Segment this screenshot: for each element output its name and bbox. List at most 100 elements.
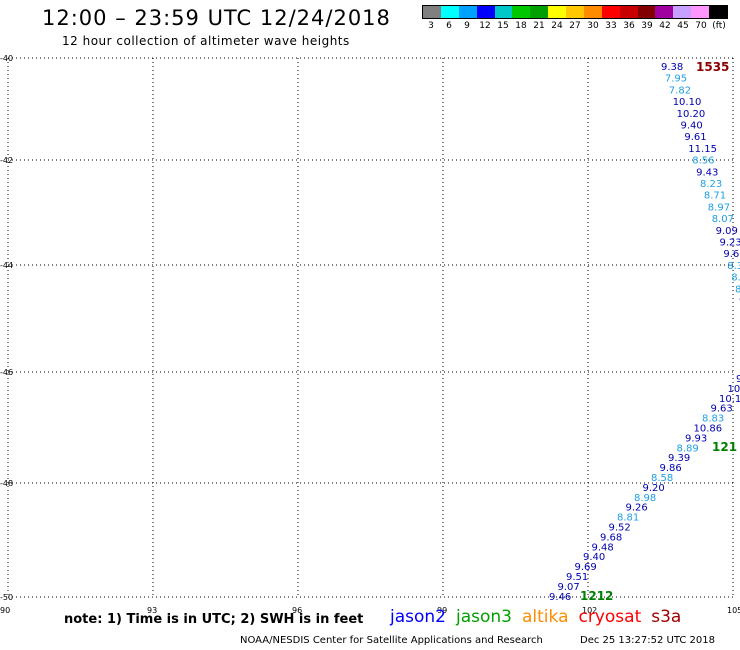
- legend-label: 9: [464, 21, 470, 31]
- legend-swatch: [494, 6, 513, 18]
- lat-label: -48: [0, 479, 13, 488]
- legend-swatch: [583, 6, 602, 18]
- wave-height-value: 8.3: [727, 261, 740, 272]
- legend-label: 3: [428, 21, 434, 31]
- wave-height-value: 8.07: [712, 214, 734, 225]
- lat-label: -46: [0, 368, 13, 377]
- wave-height-value: 9.52: [609, 523, 631, 534]
- legend-label: 30: [587, 21, 599, 31]
- lat-label: -50: [0, 593, 13, 602]
- legend-swatch: [655, 6, 674, 18]
- wave-height-value: 8.23: [700, 179, 722, 190]
- satellite-name: cryosat: [578, 607, 642, 627]
- wave-height-value: 9.48: [592, 542, 614, 553]
- wave-height-value: 9.43: [696, 167, 718, 178]
- wave-height-value: 9.40: [681, 121, 703, 132]
- wave-height-value: 9.07: [558, 582, 580, 593]
- lon-label: 93: [147, 606, 157, 615]
- wave-height-value: 9.63: [711, 404, 733, 415]
- legend-swatch: [512, 6, 531, 18]
- wave-height-value: 9.23: [720, 238, 740, 249]
- lat-label: -42: [0, 156, 13, 165]
- lat-label: -40: [0, 54, 13, 63]
- wave-height-value: 9.39: [668, 453, 690, 464]
- wave-height-value: 9.93: [685, 433, 707, 444]
- wave-height-value: 10.1: [719, 394, 740, 405]
- wave-height-value: 10.10: [673, 97, 702, 108]
- wave-height-value: 7.82: [669, 85, 691, 96]
- lon-label: 105: [727, 606, 740, 615]
- wave-height-value: 8: [735, 284, 740, 295]
- satellite-name: jason2: [390, 607, 446, 627]
- legend-label: 39: [641, 21, 653, 31]
- legend-label: 36: [623, 21, 635, 31]
- satellite-name: s3a: [651, 607, 682, 627]
- lon-label: 96: [292, 606, 302, 615]
- wave-height-value: 8.58: [651, 473, 673, 484]
- wave-height-value: 8.71: [704, 191, 726, 202]
- wave-height-value: 9.38: [661, 62, 683, 73]
- legend-label: 27: [569, 21, 581, 31]
- color-legend-bar: [422, 5, 728, 19]
- wave-height-value: 10.: [728, 384, 740, 395]
- legend-label: 70: [695, 21, 707, 31]
- page-subtitle: 12 hour collection of altimeter wave hei…: [62, 34, 350, 48]
- legend-label: 6: [446, 21, 452, 31]
- footer-note: note: 1) Time is in UTC; 2) SWH is in fe…: [64, 612, 364, 627]
- legend-swatch: [637, 6, 656, 18]
- wave-height-value: 9.68: [723, 249, 740, 260]
- legend-swatch: [548, 6, 566, 18]
- generated-timestamp: Dec 25 13:27:52 UTC 2018: [580, 635, 715, 646]
- track-time-label: 1212: [580, 589, 613, 603]
- wave-height-value: 9.86: [660, 463, 682, 474]
- legend-label: 45: [677, 21, 689, 31]
- legend-label: 12: [479, 21, 491, 31]
- legend-swatch: [566, 6, 584, 18]
- page-title: 12:00 – 23:59 UTC 12/24/2018: [42, 6, 391, 30]
- legend-swatch: [709, 6, 727, 18]
- wave-height-value: 9.69: [575, 562, 597, 573]
- wave-height-value: 9.68: [600, 532, 622, 543]
- legend-swatch: [673, 6, 692, 18]
- legend-label: (ft): [712, 21, 726, 31]
- legend-swatch: [619, 6, 638, 18]
- wave-height-value: 9.46: [549, 592, 571, 603]
- lon-label: 99: [437, 606, 447, 615]
- wave-height-value: 9.26: [626, 503, 648, 514]
- wave-height-value: 8.83: [702, 414, 724, 425]
- legend-label: 18: [515, 21, 527, 31]
- wave-height-value: 8.97: [708, 202, 730, 213]
- legend-swatch: [601, 6, 620, 18]
- satellite-name: altika: [522, 607, 569, 627]
- wave-height-value: 9.61: [684, 132, 706, 143]
- legend-swatch: [423, 6, 441, 18]
- wave-height-value: 11.15: [688, 144, 717, 155]
- satellite-name: jason3: [456, 607, 512, 627]
- legend-swatch: [440, 6, 459, 18]
- legend-swatch: [476, 6, 495, 18]
- legend-swatch: [691, 6, 709, 18]
- wave-height-value: 10.86: [694, 424, 723, 435]
- legend-swatch: [530, 6, 549, 18]
- legend-label: 33: [605, 21, 617, 31]
- lon-label: 90: [0, 606, 10, 615]
- wave-height-value: 8.98: [634, 493, 656, 504]
- wave-height-value: 9: [736, 374, 740, 385]
- credit-text: NOAA/NESDIS Center for Satellite Applica…: [240, 635, 543, 646]
- track-time-label: 1535: [696, 60, 729, 74]
- wave-height-value: 8.: [731, 273, 740, 284]
- wave-height-value: 9.51: [566, 572, 588, 583]
- wave-height-value: 8.89: [677, 443, 699, 454]
- wave-height-value: 8.81: [617, 513, 639, 524]
- lon-label: 102: [582, 606, 597, 615]
- wave-height-value: 9.09: [716, 226, 738, 237]
- wave-height-value: 7.95: [665, 74, 687, 85]
- legend-label: 42: [659, 21, 671, 31]
- legend-swatch: [458, 6, 477, 18]
- legend-label: 21: [533, 21, 545, 31]
- legend-label: 24: [551, 21, 563, 31]
- wave-height-value: 10.20: [677, 109, 706, 120]
- satellite-legend: jason2 jason3 altika cryosat s3a: [390, 607, 691, 627]
- color-legend-labels: 3 6 9 12 15 18 21 24 27 30 33 36 39 42 45 70 (ft): [422, 21, 728, 33]
